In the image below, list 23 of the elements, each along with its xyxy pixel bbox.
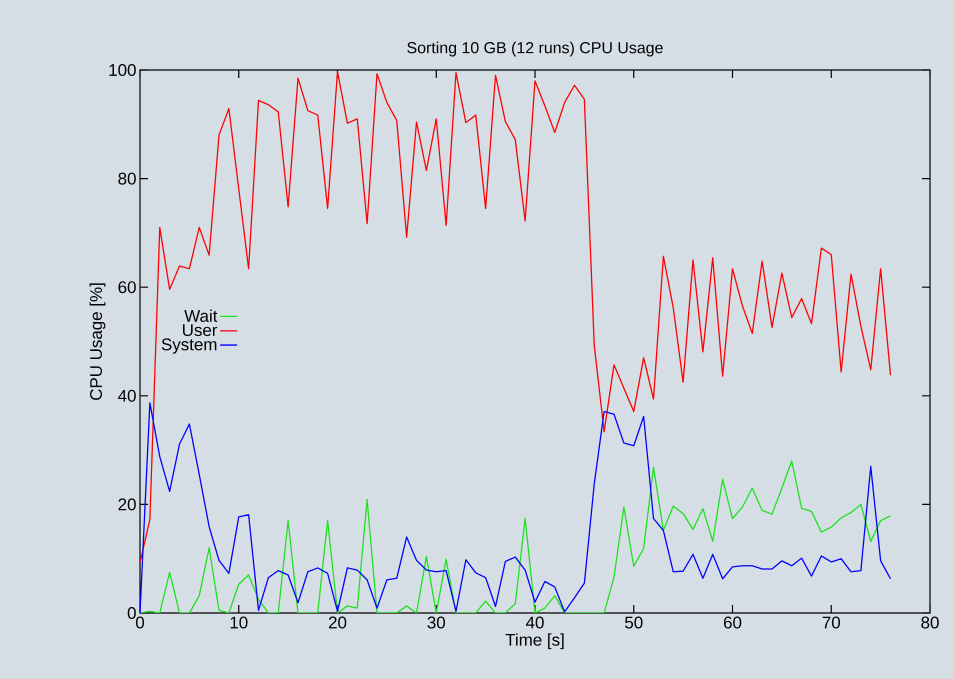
x-tick-label: 30	[427, 616, 446, 629]
x-tick-label: 40	[526, 616, 544, 629]
legend-label: Wait	[184, 310, 218, 322]
legend-label: User	[183, 324, 218, 336]
x-tick-label: 60	[724, 616, 742, 629]
line-series	[140, 70, 892, 564]
x-tick-label: 0	[136, 616, 144, 629]
x-tick-label: 80	[921, 616, 939, 629]
x-axis-title: Time [s]	[506, 633, 564, 650]
y-tick-label: 40	[118, 390, 136, 402]
line-series	[140, 402, 892, 613]
y-tick-label: 80	[118, 172, 136, 185]
x-tick-label: 20	[328, 616, 346, 629]
y-tick-label: 20	[118, 498, 136, 510]
x-tick-label: 70	[822, 616, 840, 629]
chart-title: Sorting 10 GB (12 runs) CPU Usage	[407, 42, 663, 56]
y-tick-label: 100	[110, 64, 136, 76]
y-axis-title: CPU Usage [%]	[90, 283, 106, 400]
x-tick-label: 50	[625, 616, 643, 629]
y-tick-label: 60	[118, 281, 136, 294]
y-tick-label: 0	[128, 607, 136, 619]
x-tick-label: 10	[230, 616, 248, 629]
legend-label: System	[162, 338, 216, 354]
